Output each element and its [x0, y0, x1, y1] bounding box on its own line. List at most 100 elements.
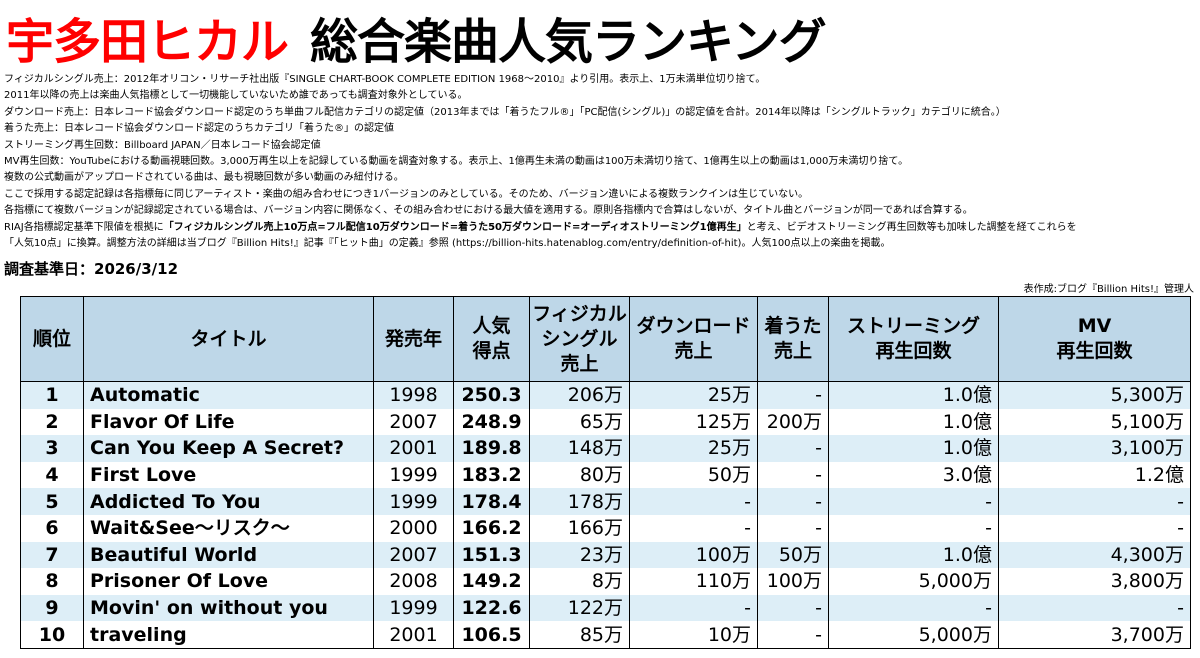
mv-views-cell: 3,100万: [998, 435, 1191, 462]
score-cell: 106.5: [453, 621, 530, 649]
title-cell: Automatic: [83, 381, 374, 409]
year-cell: 1999: [373, 488, 454, 515]
title-cell: First Love: [83, 461, 374, 489]
col-header-chakuuta: 着うた 売上: [757, 296, 829, 382]
table-body: 1 Automatic 1998 250.3 206万 25万 -1.0億 5,300万 2 Fl…: [20, 381, 1191, 649]
streaming-count-cell: -: [828, 488, 999, 515]
rank-cell: 6: [20, 514, 84, 542]
chakuuta-sales-cell: -: [757, 381, 829, 409]
table-row: 8 Prisoner Of Love 2008 149.2 8万 110万 100万 5,00…: [20, 568, 1191, 595]
year-cell: 2001: [373, 621, 454, 649]
title-cell: Prisoner Of Love: [83, 568, 374, 595]
score-cell: 151.3: [453, 541, 530, 569]
rank-cell: 5: [20, 488, 84, 515]
score-cell: 178.4: [453, 488, 530, 515]
table-row: 10 traveling 2001 106.5 85万 10万 -5,000万 3,700万: [20, 621, 1191, 649]
download-sales-cell: 110万: [629, 568, 758, 595]
table-row: 6 Wait&See～リスク～ 2000 166.2 166万 - - - -: [20, 514, 1191, 542]
chakuuta-sales-cell: -: [757, 594, 829, 622]
streaming-count-cell: -: [828, 594, 999, 622]
streaming-count-cell: 5,000万: [828, 568, 999, 595]
chakuuta-sales-cell: -: [757, 621, 829, 649]
note-line: 「人気10点」に換算。調整方法の詳細は当ブログ『Billion Hits!』記事…: [4, 238, 891, 250]
col-header-year: 発売年: [373, 296, 454, 382]
note-line-riaj: RIAJ各指標認定基準下限値を根拠に「フィジカルシングル売上10万点=フル配信1…: [4, 220, 1194, 236]
col-header-score: 人気 得点: [453, 296, 530, 382]
year-cell: 2000: [373, 514, 454, 542]
title-cell: Movin' on without you: [83, 594, 374, 622]
rank-cell: 4: [20, 461, 84, 489]
physical-sales-cell: 85万: [529, 621, 630, 649]
physical-sales-cell: 8万: [529, 568, 630, 595]
streaming-count-cell: 1.0億: [828, 408, 999, 436]
download-sales-cell: -: [629, 514, 758, 542]
chakuuta-sales-cell: 200万: [757, 408, 829, 436]
chakuuta-sales-cell: -: [757, 488, 829, 515]
note-line: ストリーミング再生回数：Billboard JAPAN／日本レコード協会認定値: [4, 139, 321, 151]
col-header-rank: 順位: [20, 296, 84, 382]
mv-views-cell: -: [998, 594, 1191, 622]
table-row: 7 Beautiful World 2007 151.3 23万 100万 50万 1.0億 4…: [20, 541, 1191, 569]
year-cell: 1999: [373, 461, 454, 489]
table-row: 3 Can You Keep A Secret? 2001 189.8 148万 25万 -…: [20, 435, 1191, 462]
physical-sales-cell: 122万: [529, 594, 630, 622]
title-main: 総合楽曲人気ランキング: [310, 14, 827, 70]
chakuuta-sales-cell: 50万: [757, 541, 829, 569]
table-header-row: 順位 タイトル 発売年 人気 得点 フィジカル シングル 売上 ダウンロード 売…: [20, 296, 1191, 382]
mv-views-cell: 1.2億: [998, 461, 1191, 489]
download-sales-cell: 25万: [629, 435, 758, 462]
mv-views-cell: 5,100万: [998, 408, 1191, 436]
title-cell: Wait&See～リスク～: [83, 514, 374, 542]
mv-views-cell: -: [998, 514, 1191, 542]
title-cell: Addicted To You: [83, 488, 374, 515]
title-cell: Flavor Of Life: [83, 408, 374, 436]
physical-sales-cell: 23万: [529, 541, 630, 569]
streaming-count-cell: -: [828, 514, 999, 542]
note-riaj-prefix: RIAJ各指標認定基準下限値を根拠に: [4, 221, 164, 233]
col-header-streaming: ストリーミング 再生回数: [828, 296, 999, 382]
year-cell: 1999: [373, 594, 454, 622]
note-riaj-suffix: と考え、ビデオストリーミング再生回数等も加味した調整を経てこれらを: [746, 221, 1077, 233]
score-cell: 122.6: [453, 594, 530, 622]
streaming-count-cell: 3.0億: [828, 461, 999, 489]
score-cell: 166.2: [453, 514, 530, 542]
title-cell: traveling: [83, 621, 374, 649]
note-line: ここで採用する認定記録は各指標毎に同じアーティスト・楽曲の組み合わせにつき1バー…: [4, 188, 809, 200]
streaming-count-cell: 1.0億: [828, 541, 999, 569]
col-header-download: ダウンロード 売上: [629, 296, 758, 382]
note-riaj-bold: 「フィジカルシングル売上10万点=フル配信10万ダウンロード=着うた50万ダウン…: [163, 221, 747, 233]
survey-date: 調査基準日：2026/3/12: [4, 260, 179, 278]
streaming-count-cell: 5,000万: [828, 621, 999, 649]
physical-sales-cell: 80万: [529, 461, 630, 489]
year-cell: 2001: [373, 435, 454, 462]
title-cell: Can You Keep A Secret?: [83, 435, 374, 462]
score-cell: 250.3: [453, 381, 530, 409]
page-title: 宇多田ヒカル 総合楽曲人気ランキング: [6, 2, 827, 72]
physical-sales-cell: 166万: [529, 514, 630, 542]
table-credit: 表作成:ブログ『Billion Hits!』管理人: [1023, 284, 1194, 295]
mv-views-cell: 4,300万: [998, 541, 1191, 569]
download-sales-cell: 50万: [629, 461, 758, 489]
year-cell: 2007: [373, 541, 454, 569]
streaming-count-cell: 1.0億: [828, 381, 999, 409]
table-row: 9 Movin' on without you 1999 122.6 122万 - - - -: [20, 594, 1191, 622]
download-sales-cell: 100万: [629, 541, 758, 569]
score-cell: 189.8: [453, 435, 530, 462]
year-cell: 1998: [373, 381, 454, 409]
year-cell: 2007: [373, 408, 454, 436]
download-sales-cell: -: [629, 488, 758, 515]
note-line: 各指標にて複数バージョンが記録認定されている場合は、バージョン内容に関係なく、そ…: [4, 205, 973, 217]
download-sales-cell: -: [629, 594, 758, 622]
note-line: フィジカルシングル売上：2012年オリコン・リサーチ社出版『SINGLE CHA…: [4, 74, 766, 85]
score-cell: 248.9: [453, 408, 530, 436]
streaming-count-cell: 1.0億: [828, 435, 999, 462]
table-row: 4 First Love 1999 183.2 80万 50万 -3.0億 1.2億: [20, 461, 1191, 489]
physical-sales-cell: 178万: [529, 488, 630, 515]
rank-cell: 3: [20, 435, 84, 462]
download-sales-cell: 25万: [629, 381, 758, 409]
chakuuta-sales-cell: -: [757, 514, 829, 542]
table-row: 2 Flavor Of Life 2007 248.9 65万 125万 200万 1.0億 5…: [20, 408, 1191, 436]
table-row: 1 Automatic 1998 250.3 206万 25万 -1.0億 5,300万: [20, 381, 1191, 409]
download-sales-cell: 125万: [629, 408, 758, 436]
note-line: MV再生回数：YouTubeにおける動画視聴回数。3,000万再生以上を記録して…: [4, 156, 909, 168]
